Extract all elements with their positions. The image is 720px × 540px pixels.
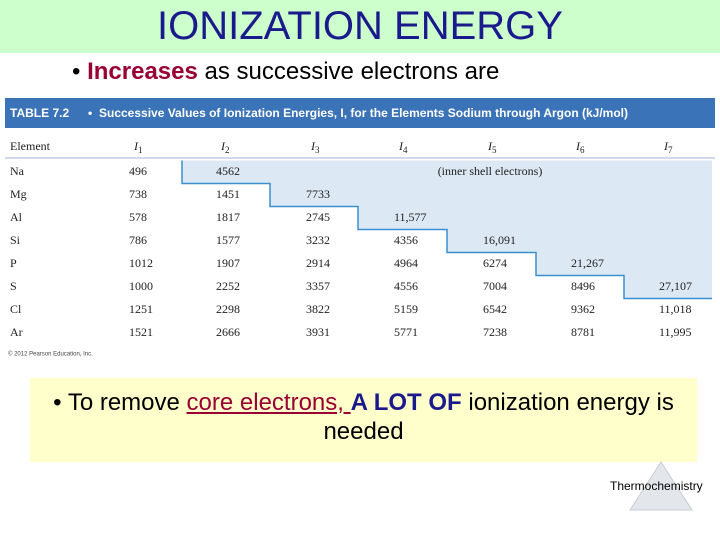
caption-label: TABLE 7.2: [10, 106, 69, 120]
energy-cell: 11,995: [659, 325, 692, 339]
column-letter: I: [220, 139, 226, 153]
column-header: I7: [663, 139, 673, 155]
logo: [629, 461, 693, 511]
energy-cell: 1907: [216, 256, 240, 270]
energy-cell: 4556: [394, 279, 418, 293]
energy-cell: 786: [129, 233, 147, 247]
energy-cell: 8496: [571, 279, 595, 293]
energy-cell: 578: [129, 210, 147, 224]
energy-cell: 1000: [129, 279, 153, 293]
caption-bullet: •: [88, 106, 92, 120]
column-letter: I: [133, 139, 139, 153]
box-text: To remove: [67, 389, 187, 416]
energy-cell: 4562: [216, 164, 240, 178]
column-subscript: 6: [580, 145, 585, 155]
column-letter: I: [310, 139, 316, 153]
energy-cell: 11,577: [394, 210, 427, 224]
energy-cell: 3822: [306, 302, 330, 316]
column-letter: I: [663, 139, 669, 153]
column-header: I3: [310, 139, 320, 155]
energy-cell: 1521: [129, 325, 153, 339]
energy-cell: 1451: [216, 187, 240, 201]
energy-cell: 738: [129, 187, 147, 201]
column-subscript: 7: [668, 145, 673, 155]
energy-cell: 7238: [483, 325, 507, 339]
energy-cell: 3931: [306, 325, 330, 339]
title: IONIZATION ENERGY: [157, 4, 563, 48]
energy-cell: 21,267: [571, 256, 604, 270]
column-header: I6: [575, 139, 585, 155]
element-cell: Si: [10, 233, 21, 247]
column-letter: I: [575, 139, 581, 153]
column-subscript: 3: [315, 145, 320, 155]
table-caption-bar: [5, 98, 715, 128]
energy-cell: 8781: [571, 325, 595, 339]
energy-cell: 496: [129, 164, 147, 178]
element-cell: Al: [10, 210, 23, 224]
energy-cell: 3357: [306, 279, 330, 293]
energy-cell: 2666: [216, 325, 240, 339]
energy-cell: 5771: [394, 325, 418, 339]
shaded-note: (inner shell electrons): [438, 164, 543, 178]
energy-cell: 1577: [216, 233, 240, 247]
energy-cell: 1251: [129, 302, 153, 316]
energy-cell: 3232: [306, 233, 330, 247]
energy-cell: 5159: [394, 302, 418, 316]
element-cell: S: [10, 279, 17, 293]
energy-cell: 2252: [216, 279, 240, 293]
energy-cell: 4356: [394, 233, 418, 247]
bullet: • Increases as successive electrons are: [72, 58, 500, 85]
inner-shell-boundary: [181, 160, 712, 300]
column-letter: I: [487, 139, 493, 153]
energy-cell: 2298: [216, 302, 240, 316]
energy-cell: 1817: [216, 210, 240, 224]
column-subscript: 1: [138, 145, 143, 155]
column-header: I5: [487, 139, 497, 155]
column-subscript: 2: [225, 145, 230, 155]
box-text: ionization energy is needed: [323, 389, 674, 445]
column-header: I2: [220, 139, 230, 155]
energy-cell: 6274: [483, 256, 507, 270]
emphasis: Increases: [87, 58, 198, 85]
energy-cell: 6542: [483, 302, 507, 316]
copyright: © 2012 Pearson Education, Inc.: [8, 351, 93, 358]
box-emphasis: core electrons,: [186, 389, 351, 416]
energy-cell: 7004: [483, 279, 507, 293]
column-subscript: 4: [403, 145, 408, 155]
callout-box: • To remove core electrons, A LOT OF ion…: [30, 378, 697, 462]
element-cell: Cl: [10, 302, 22, 316]
box-emphasis: A LOT OF: [350, 389, 462, 416]
energy-cell: 16,091: [483, 233, 516, 247]
element-cell: Ar: [10, 325, 23, 339]
bullet-text: as successive electrons are: [204, 58, 500, 85]
energy-cell: 7733: [306, 187, 330, 201]
element-cell: Mg: [10, 187, 27, 201]
element-header: Element: [10, 139, 51, 153]
logo-shape: [629, 461, 693, 511]
energy-cell: 2745: [306, 210, 330, 224]
energy-cell: 11,018: [659, 302, 692, 316]
energy-cell: 2914: [306, 256, 330, 270]
caption: Successive Values of Ionization Energies…: [99, 106, 628, 120]
element-cell: P: [10, 256, 17, 270]
energy-cell: 4964: [394, 256, 418, 270]
table-image: TABLE 7.2 • Successive Values of Ionizat…: [5, 98, 715, 358]
energy-cell: 9362: [571, 302, 595, 316]
column-header: I4: [398, 139, 408, 155]
column-subscript: 5: [492, 145, 497, 155]
element-cell: Na: [10, 164, 25, 178]
footer: Thermochemistry: [610, 479, 703, 493]
column-header: I1: [133, 139, 143, 155]
column-letter: I: [398, 139, 404, 153]
energy-cell: 27,107: [659, 279, 692, 293]
energy-cell: 1012: [129, 256, 153, 270]
title-bar: IONIZATION ENERGY: [0, 0, 720, 53]
